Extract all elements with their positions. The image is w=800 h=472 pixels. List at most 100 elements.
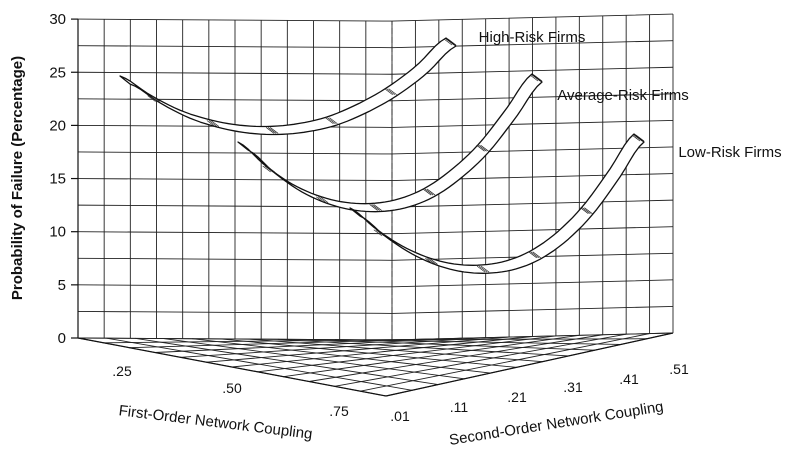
z-axis-title: Second-Order Network Coupling bbox=[448, 398, 665, 449]
series-point-mark bbox=[443, 38, 453, 46]
series-point-mark bbox=[373, 204, 382, 211]
floor-gridline bbox=[231, 336, 533, 368]
x-tick-label: .75 bbox=[329, 403, 349, 419]
y-tick-label: 30 bbox=[49, 11, 66, 28]
series-point-mark bbox=[635, 134, 645, 142]
wall-gridline bbox=[77, 66, 674, 75]
axis-labels: 0 5 10 15 20 25 30 .25 .50 .75 .01 .11 .21 .31 .41 .51 P… bbox=[9, 11, 782, 449]
series-point-mark bbox=[478, 144, 487, 152]
series-point-mark bbox=[208, 120, 218, 127]
series-point-mark bbox=[476, 144, 485, 152]
y-tick-label: 20 bbox=[49, 117, 66, 134]
series-point-mark bbox=[266, 165, 275, 173]
series-point-mark bbox=[427, 258, 436, 265]
series-point-mark bbox=[580, 207, 589, 214]
floor-gridline bbox=[360, 333, 650, 392]
series-point-mark bbox=[262, 165, 271, 173]
series-ribbon bbox=[349, 133, 645, 274]
series-point-mark bbox=[426, 188, 436, 196]
series-point-mark bbox=[151, 95, 160, 102]
floor-gridline bbox=[77, 337, 393, 341]
series-point-mark bbox=[445, 38, 455, 46]
y-tick-label: 5 bbox=[58, 277, 66, 294]
series-point-mark bbox=[480, 265, 490, 273]
series-point-mark bbox=[429, 258, 438, 265]
series-ribbons bbox=[119, 37, 645, 274]
series-point-mark bbox=[631, 134, 641, 142]
floor-gridline bbox=[257, 335, 556, 373]
series-point-mark bbox=[267, 127, 277, 134]
series-label: Low-Risk Firms bbox=[678, 144, 781, 161]
series-point-mark bbox=[375, 229, 385, 237]
floor-gridline bbox=[334, 333, 627, 387]
wall-gridline bbox=[77, 252, 674, 261]
x-tick-label: .50 bbox=[222, 380, 242, 396]
wall-gridline bbox=[77, 173, 674, 182]
y-tick-label: 15 bbox=[49, 171, 66, 188]
series-point-mark bbox=[532, 251, 541, 259]
series-point-mark bbox=[371, 204, 380, 211]
floor-gridline bbox=[180, 337, 486, 358]
series-point-mark bbox=[530, 251, 539, 259]
series-point-mark bbox=[529, 74, 539, 82]
floor-gridline bbox=[154, 337, 463, 353]
series-point-mark bbox=[447, 38, 457, 46]
series-point-mark bbox=[422, 188, 432, 196]
wall-gridline bbox=[77, 305, 674, 314]
series-point-mark bbox=[480, 144, 489, 152]
wall-gridline bbox=[77, 13, 674, 22]
y-axis-title: Probability of Failure (Percentage) bbox=[9, 56, 26, 300]
series-point-mark bbox=[317, 196, 327, 204]
floor-grid bbox=[77, 19, 674, 397]
series-ribbon bbox=[237, 73, 543, 213]
series-ribbon bbox=[119, 37, 457, 136]
z-axis-line bbox=[385, 332, 674, 397]
series-point-mark bbox=[476, 265, 486, 273]
floor-gridline bbox=[308, 334, 603, 382]
series-point-mark bbox=[327, 117, 336, 125]
series-point-mark bbox=[264, 165, 273, 173]
series-point-mark bbox=[206, 120, 216, 127]
wall-gridline bbox=[77, 146, 674, 155]
x-axis-line bbox=[77, 337, 387, 397]
y-tick-label: 10 bbox=[49, 224, 66, 241]
z-tick-label: .01 bbox=[390, 408, 410, 424]
series-point-mark bbox=[582, 207, 591, 214]
z-tick-label: .41 bbox=[619, 371, 639, 387]
x-axis-title: First-Order Network Coupling bbox=[118, 402, 314, 443]
series-point-mark bbox=[633, 134, 643, 142]
series-point-mark bbox=[149, 95, 158, 102]
floor-gridline bbox=[283, 334, 580, 378]
floor-gridline bbox=[103, 338, 416, 344]
series-point-mark bbox=[373, 229, 383, 237]
z-tick-label: .31 bbox=[563, 379, 583, 395]
series-label: High-Risk Firms bbox=[479, 29, 586, 46]
y-tick-label: 0 bbox=[58, 330, 66, 347]
z-tick-label: .21 bbox=[507, 389, 527, 405]
series-point-mark bbox=[147, 95, 156, 102]
series-point-mark bbox=[388, 88, 397, 96]
back-walls bbox=[77, 13, 674, 341]
series-point-mark bbox=[319, 196, 329, 204]
floor-gridline bbox=[206, 336, 510, 363]
series-point-mark bbox=[386, 88, 395, 96]
wall-gridline bbox=[77, 119, 674, 128]
series-point-mark bbox=[425, 258, 434, 265]
series-point-mark bbox=[315, 196, 325, 204]
series-point-mark bbox=[528, 251, 537, 259]
series-point-mark bbox=[531, 74, 541, 82]
y-tick-label: 25 bbox=[49, 64, 66, 81]
z-tick-label: .51 bbox=[669, 361, 689, 377]
series-point-mark bbox=[533, 74, 543, 82]
series-point-mark bbox=[478, 265, 488, 273]
x-tick-label: .25 bbox=[112, 363, 132, 379]
series-point-mark bbox=[369, 204, 378, 211]
series-point-mark bbox=[329, 117, 338, 125]
series-point-mark bbox=[265, 127, 275, 134]
wall-gridline bbox=[77, 279, 674, 288]
series-point-mark bbox=[584, 207, 593, 214]
series-point-mark bbox=[377, 229, 387, 237]
series-point-mark bbox=[384, 88, 393, 96]
